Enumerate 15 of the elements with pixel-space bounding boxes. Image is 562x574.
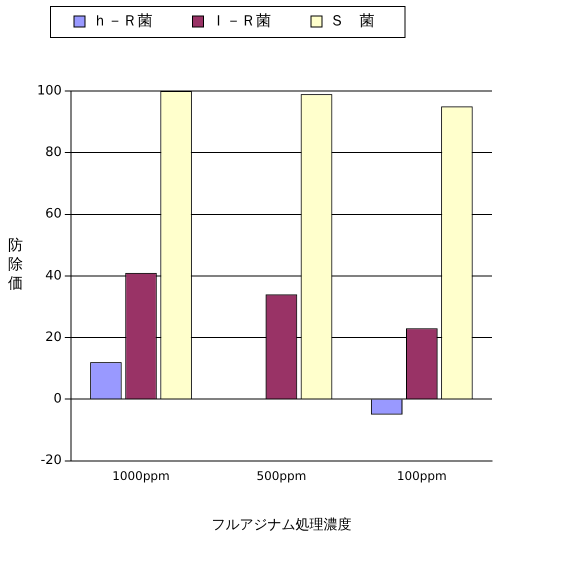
legend-label: Ｉ－Ｒ菌 <box>211 11 271 30</box>
y-tick-label: 0 <box>54 392 62 407</box>
y-tick-label: 40 <box>45 268 62 284</box>
x-axis-title: フルアジナム処理濃度 <box>211 517 352 534</box>
y-tick-label: 80 <box>45 145 62 160</box>
legend-label: Ｓ 菌 <box>330 11 374 30</box>
legend-label: ｈ－Ｒ菌 <box>92 11 152 30</box>
y-tick-label: 20 <box>45 330 62 345</box>
y-tick-label: 100 <box>36 83 62 98</box>
y-tick-label: -20 <box>40 453 62 468</box>
y-axis-title: 防除価 <box>8 236 24 293</box>
y-tick-label: 60 <box>45 206 62 222</box>
x-tick-label: 500ppm <box>256 469 306 484</box>
x-tick-label: 1000ppm <box>112 469 170 484</box>
x-tick-label: 100ppm <box>396 469 447 484</box>
